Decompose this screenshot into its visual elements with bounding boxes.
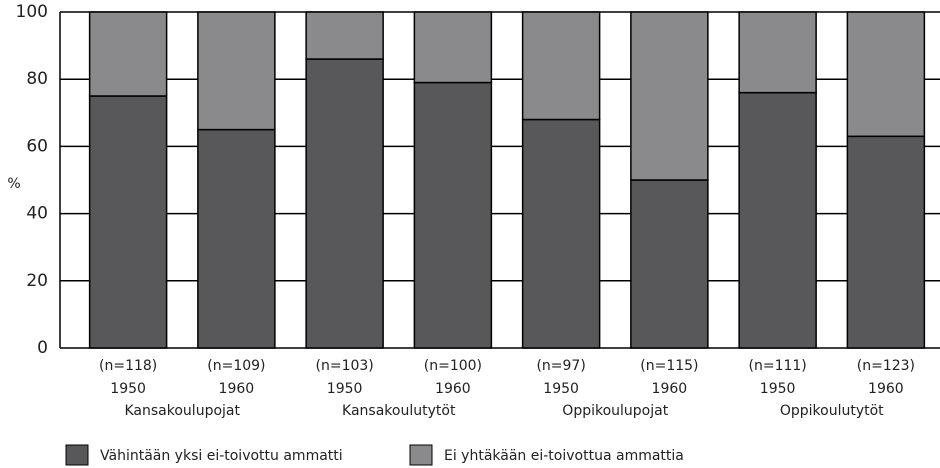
- x-tick-year: 1960: [868, 381, 904, 397]
- bar-segment: [413, 81, 493, 349]
- y-tick-label: 0: [37, 338, 48, 358]
- bar-segment: [521, 118, 601, 349]
- y-tick-label: 20: [26, 271, 48, 291]
- x-tick-year: 1960: [219, 381, 255, 397]
- x-tick-year: 1950: [760, 381, 796, 397]
- y-tick-label: 100: [16, 2, 48, 22]
- x-tick-label: (n=109): [207, 358, 265, 374]
- x-tick-label: (n=118): [99, 358, 157, 374]
- y-tick-label: 80: [26, 69, 48, 89]
- bar-segment: [630, 11, 709, 181]
- group-label: Kansakoulutytöt: [342, 403, 456, 419]
- x-tick-year: 1950: [110, 381, 146, 397]
- bar-segment: [413, 11, 493, 84]
- bar-segment: [305, 58, 384, 349]
- bar-segment: [88, 11, 168, 97]
- legend-swatch: [409, 444, 433, 466]
- x-tick-year: 1960: [652, 381, 688, 397]
- y-axis-label: %: [7, 176, 20, 192]
- y-tick-label: 40: [26, 204, 48, 224]
- bar-segment: [197, 128, 276, 349]
- x-tick-label: (n=123): [857, 358, 915, 374]
- bar-segment: [88, 95, 168, 349]
- bar-segment: [738, 11, 817, 94]
- bar-segment: [738, 91, 817, 349]
- x-tick-year: 1950: [327, 381, 363, 397]
- legend-label: Ei yhtäkään ei-toivottua ammattia: [444, 448, 684, 464]
- bar-segment: [305, 11, 384, 60]
- bar-segment: [630, 179, 709, 349]
- bar-segment: [197, 11, 276, 131]
- y-tick-label: 60: [26, 136, 48, 156]
- bar-segment: [846, 135, 926, 349]
- bar-segment: [846, 11, 926, 138]
- legend-swatch: [65, 444, 89, 466]
- x-tick-label: (n=115): [640, 358, 698, 374]
- x-tick-label: (n=97): [536, 358, 585, 374]
- group-label: Oppikoulupojat: [562, 403, 668, 419]
- group-label: Kansakoulupojat: [125, 403, 241, 419]
- x-tick-year: 1950: [543, 381, 579, 397]
- bar-segment: [521, 11, 601, 121]
- x-tick-year: 1960: [435, 381, 471, 397]
- legend-label: Vähintään yksi ei-toivottu ammatti: [100, 448, 343, 464]
- group-label: Oppikoulutytöt: [780, 403, 884, 419]
- x-tick-label: (n=111): [749, 358, 807, 374]
- x-tick-label: (n=103): [316, 358, 374, 374]
- x-tick-label: (n=100): [424, 358, 482, 374]
